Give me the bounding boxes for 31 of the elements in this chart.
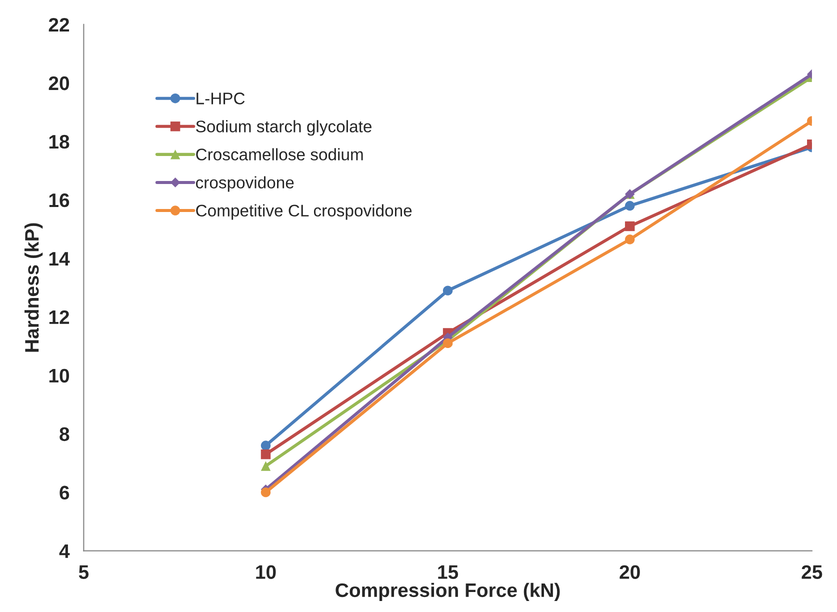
x-tick-label: 5 (78, 565, 89, 579)
x-axis-title: Compression Force (kN) (336, 582, 560, 601)
legend-label: Competitive CL crospovidone (196, 204, 412, 220)
y-tick-label: 8 (60, 427, 70, 442)
point (442, 286, 453, 296)
y-tick-label: 22 (48, 18, 70, 32)
point (442, 338, 453, 348)
y-tick-label: 16 (49, 193, 70, 208)
y-tick-label: 10 (49, 368, 70, 383)
y-tick-label: 14 (49, 252, 70, 266)
y-tick-label: 4 (59, 544, 70, 558)
y-tick-label: 6 (60, 486, 70, 500)
x-tick-label: 15 (438, 565, 458, 579)
point (624, 200, 635, 211)
legend-label: Croscamellose sodium (196, 148, 363, 160)
y-tick-label: 12 (49, 310, 70, 324)
legend-label: L-HPC (196, 92, 245, 104)
legend-label: crospovidone (196, 176, 294, 192)
point (624, 221, 635, 232)
legend-label: Sodium starch glycolate (196, 120, 372, 136)
y-tick-label: 18 (49, 134, 70, 149)
x-tick-label: 10 (256, 565, 276, 579)
x-tick-label: 20 (620, 565, 640, 579)
point (260, 461, 271, 471)
y-tick-label: 20 (48, 76, 70, 90)
x-tick-label: 25 (802, 565, 822, 579)
y-axis-title: Hardness (kP) (24, 223, 43, 352)
point (260, 487, 271, 498)
point (260, 440, 271, 450)
point (624, 234, 635, 244)
point (260, 449, 271, 460)
